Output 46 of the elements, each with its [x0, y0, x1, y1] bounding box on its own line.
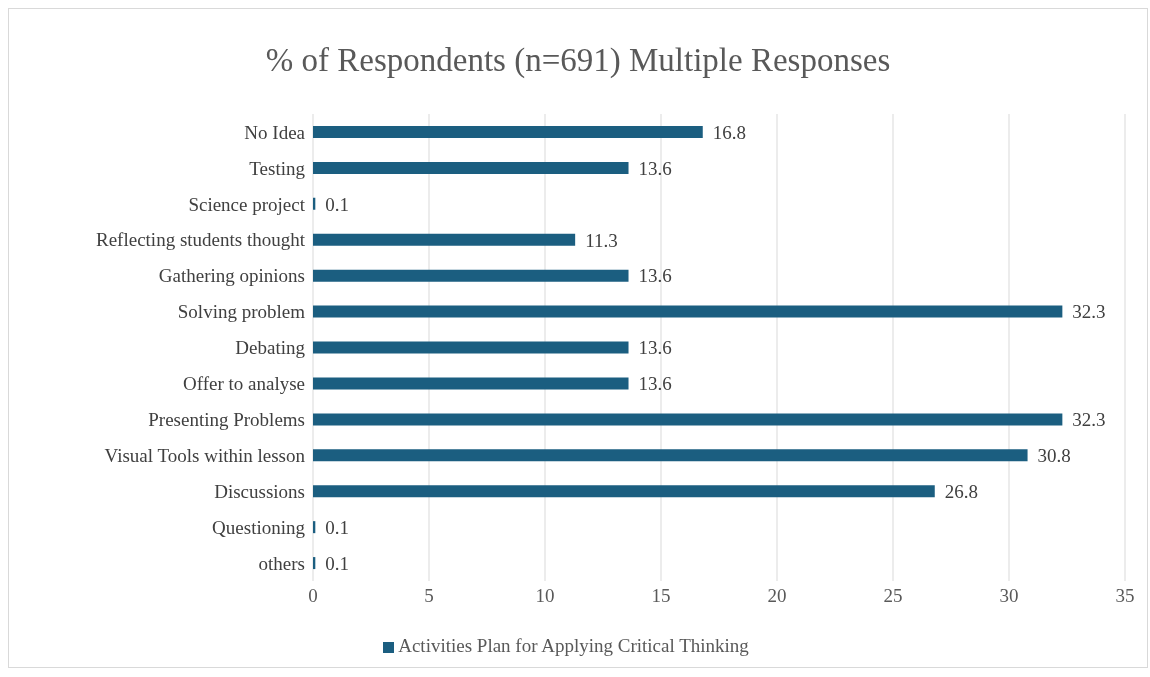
data-label: 32.3 [1072, 301, 1106, 323]
bar [313, 269, 629, 282]
bar [313, 126, 703, 138]
bar [313, 305, 1063, 318]
data-label: 13.6 [638, 265, 672, 287]
y-tick-label: Gathering opinions [158, 265, 305, 287]
data-label: 0.1 [325, 193, 350, 215]
y-tick-label: No Idea [244, 121, 306, 143]
x-tick-label: 30 [999, 585, 1019, 607]
y-tick-label: Science project [188, 193, 306, 215]
bar [313, 449, 1028, 462]
x-tick-label: 35 [1115, 585, 1135, 607]
y-tick-label: Presenting Problems [148, 409, 305, 431]
x-tick-label: 5 [424, 585, 434, 607]
x-tick-label: 20 [767, 585, 787, 607]
data-label: 0.1 [325, 552, 350, 574]
x-tick-label: 0 [308, 585, 318, 607]
legend-label: Activities Plan for Applying Critical Thinking [398, 635, 749, 656]
y-tick-label: others [258, 552, 305, 574]
bar [313, 377, 629, 390]
chart-title: % of Respondents (n=691) Multiple Responses [264, 41, 892, 80]
data-label: 32.3 [1072, 409, 1106, 431]
y-tick-label: Questioning [212, 516, 306, 538]
data-label: 13.6 [638, 373, 672, 395]
data-label: 11.3 [585, 229, 618, 251]
y-tick-label: Debating [235, 337, 306, 359]
bar [313, 233, 576, 246]
data-label: 16.8 [712, 121, 747, 143]
x-tick-label: 15 [651, 585, 671, 607]
y-tick-label: Discussions [214, 480, 305, 502]
bar [313, 161, 629, 174]
x-tick-label: 25 [883, 585, 903, 607]
y-tick-label: Reflecting students thought [96, 229, 306, 251]
data-label: 26.8 [944, 480, 979, 502]
y-tick-label: Testing [249, 157, 306, 179]
y-tick-label: Solving problem [177, 301, 306, 323]
bar [313, 413, 1063, 426]
data-label: 13.6 [638, 337, 672, 359]
bar [313, 341, 629, 354]
data-label: 0.1 [325, 516, 350, 538]
data-label: 13.6 [638, 157, 672, 179]
y-tick-label: Visual Tools within lesson [104, 445, 306, 467]
bar [313, 485, 935, 498]
x-tick-label: 10 [535, 585, 555, 607]
data-label: 30.8 [1037, 445, 1071, 467]
y-tick-label: Offer to analyse [182, 373, 305, 395]
